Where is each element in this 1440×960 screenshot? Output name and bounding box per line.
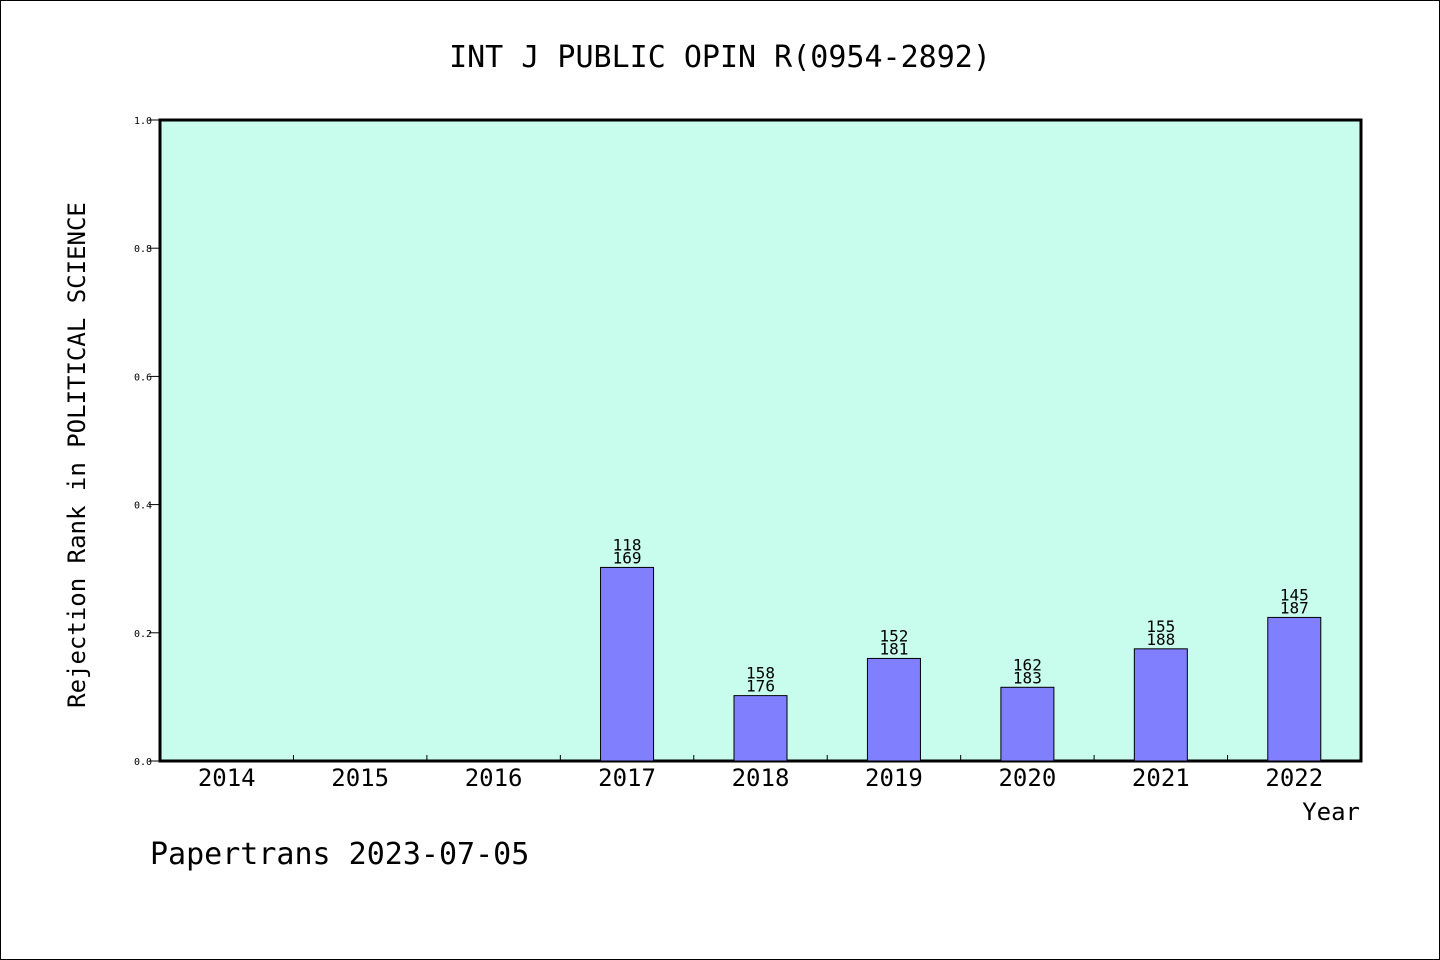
bar bbox=[1000, 686, 1055, 762]
bars bbox=[600, 566, 1322, 762]
x-tick-label: 2017 bbox=[598, 764, 656, 792]
y-tick-label: 0.8 bbox=[134, 244, 152, 255]
y-tick-label: 0.4 bbox=[134, 501, 152, 512]
bar bbox=[866, 657, 921, 762]
y-axis-label: Rejection Rank in POLITICAL SCIENCE bbox=[63, 202, 91, 708]
x-axis bbox=[292, 755, 1229, 761]
x-tick-label: 2021 bbox=[1132, 764, 1190, 792]
bar-label-top: 152 bbox=[879, 626, 908, 645]
y-tick-label: 1.0 bbox=[134, 116, 152, 127]
chart-title: INT J PUBLIC OPIN R(0954-2892) bbox=[449, 40, 991, 75]
bar bbox=[1133, 648, 1188, 762]
x-tick-label: 2015 bbox=[331, 764, 389, 792]
x-tick-label: 2018 bbox=[732, 764, 790, 792]
bar-label-bottom: 169 bbox=[613, 548, 642, 567]
bar bbox=[600, 566, 655, 762]
y-tick-label: 0.0 bbox=[134, 757, 152, 768]
bar bbox=[733, 695, 788, 762]
bar bbox=[1267, 616, 1322, 762]
y-tick-label: 0.2 bbox=[134, 629, 152, 640]
x-tick-label: 2019 bbox=[865, 764, 923, 792]
bar-label-bottom: 176 bbox=[746, 677, 775, 696]
bar-label-bottom: 187 bbox=[1280, 598, 1309, 617]
x-tick-labels: 2014 2015 2016 2017 2018 2019 2020 2021 2022 bbox=[198, 764, 1323, 792]
y-tick-label: 0.6 bbox=[134, 372, 152, 383]
bar-label-top: 158 bbox=[746, 664, 775, 683]
x-tick-label: 2022 bbox=[1265, 764, 1323, 792]
x-tick-label: 2020 bbox=[998, 764, 1056, 792]
x-tick-label: 2016 bbox=[465, 764, 523, 792]
bar-label-bottom: 188 bbox=[1146, 630, 1175, 649]
x-tick-label: 2014 bbox=[198, 764, 256, 792]
bar-label-bottom: 181 bbox=[879, 639, 908, 658]
bar-label-top: 118 bbox=[613, 535, 642, 554]
y-axis: 0.0 0.2 0.4 0.6 0.8 1.0 bbox=[134, 116, 160, 768]
footer-credit: Papertrans 2023-07-05 bbox=[150, 837, 529, 872]
bar-label-top: 162 bbox=[1013, 655, 1042, 674]
x-axis-label: Year bbox=[1302, 798, 1360, 826]
bar-label-top: 145 bbox=[1280, 585, 1309, 604]
bar-label-bottom: 183 bbox=[1013, 668, 1042, 687]
bar-label-top: 155 bbox=[1146, 617, 1175, 636]
